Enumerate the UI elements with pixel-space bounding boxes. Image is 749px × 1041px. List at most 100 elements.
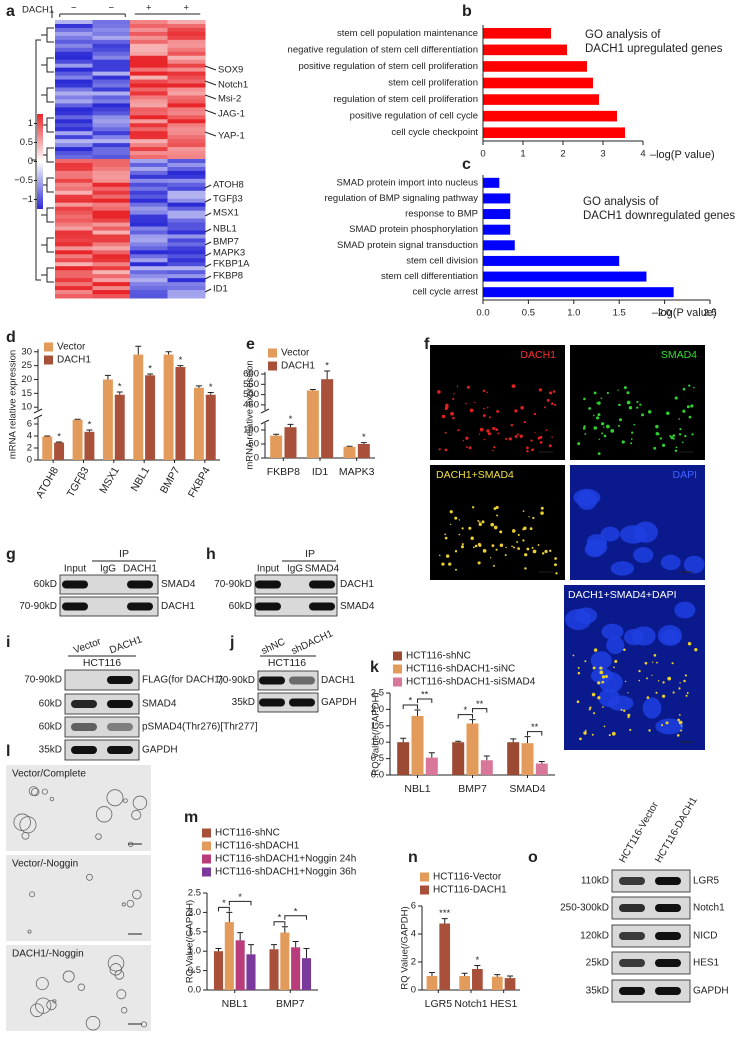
x-tick-label: FKBP4: [186, 465, 213, 500]
micrograph: [430, 465, 565, 580]
blot-strip: [64, 739, 140, 761]
bar: [483, 224, 511, 235]
y-tick-label: 2: [411, 957, 416, 968]
fluorescent-spot: [491, 544, 495, 548]
heatmap-cell: [92, 246, 131, 251]
heatmap-cell: [167, 294, 206, 299]
fluorescent-spot: [648, 729, 651, 732]
fluorescent-spot: [588, 708, 591, 711]
heatmap-cell: [55, 71, 93, 77]
legend-label: HCT116-shDACH1-siSMAD4: [406, 677, 536, 688]
legend-swatch: [268, 348, 277, 358]
fluorescent-spot: [461, 543, 464, 546]
heatmap-cell: [55, 274, 93, 279]
bar: [483, 287, 674, 298]
heatmap-cell: [92, 83, 131, 89]
fluorescent-spot: [593, 648, 598, 652]
heatmap-cell: [92, 79, 131, 85]
fluorescent-spot: [679, 428, 682, 431]
fluorescent-spot: [653, 653, 657, 657]
heatmap-cell: [130, 135, 168, 140]
fluorescent-spot: [601, 675, 606, 679]
fluorescent-spot: [641, 413, 644, 417]
heatmap-cell: [92, 202, 131, 208]
organoid: [132, 889, 142, 900]
gene-label: MAPK3: [213, 248, 245, 259]
fluorescent-spot: [489, 416, 491, 419]
fluorescent-spot: [684, 434, 687, 438]
x-axis-label: –log(P value): [652, 307, 717, 319]
organoid: [96, 806, 113, 823]
y-axis-label: RQ Value(/GAPDH): [371, 692, 382, 775]
blot-band: [107, 676, 133, 684]
heatmap-cell: [130, 246, 168, 251]
fluorescent-spot: [588, 407, 592, 410]
bar: [480, 760, 493, 775]
blot-size: 60kD: [229, 601, 252, 612]
heatmap-cell: [55, 43, 93, 49]
heatmap-cell: [130, 162, 168, 168]
heatmap-cell: [167, 131, 206, 136]
group-label: HCT116: [268, 657, 306, 669]
heatmap-cell: [92, 266, 131, 271]
fluorescent-spot: [662, 681, 665, 684]
fluorescent-spot: [674, 396, 678, 400]
fluorescent-spot: [656, 661, 658, 664]
fluorescent-spot: [647, 410, 652, 414]
y-tick-label: 600: [243, 369, 259, 380]
heatmap-cell: [167, 95, 206, 100]
error-bar: [346, 445, 353, 447]
heatmap-cell: [92, 131, 131, 136]
heatmap-cell: [55, 31, 93, 37]
x-tick-label: Notch1: [454, 998, 487, 1010]
fluorescent-spot: [519, 434, 523, 438]
lane-label: DACH1: [123, 564, 157, 575]
heatmap-cell: [130, 186, 168, 192]
heatmap-cell: [92, 95, 131, 100]
heatmap-column-label: +: [183, 3, 189, 14]
heatmap-cell: [130, 59, 168, 65]
heatmap-cell: [130, 234, 168, 239]
significance: *: [325, 360, 329, 371]
heatmap-cell: [167, 123, 206, 128]
fluorescent-spot: [686, 405, 690, 409]
bar: [491, 976, 503, 990]
fluorescent-spot: [627, 713, 631, 717]
heatmap-cell: [92, 159, 131, 164]
fluorescent-spot: [614, 659, 618, 663]
colorbar-tick-label: 1: [28, 118, 33, 129]
heatmap-cell: [167, 198, 206, 204]
fluorescent-spot: [638, 679, 641, 682]
y-tick-label: 1.5: [188, 926, 201, 937]
heatmap-cell: [130, 242, 168, 247]
fluorescent-spot: [630, 442, 633, 445]
heatmap-cell: [92, 27, 131, 33]
heatmap-cell: [55, 254, 93, 259]
fluorescent-spot: [499, 530, 503, 534]
legend-swatch: [393, 664, 402, 674]
heatmap-cell: [55, 198, 93, 204]
blot-protein: HES1: [693, 958, 720, 969]
heatmap-cell: [55, 27, 93, 33]
fluorescent-spot: [450, 411, 454, 416]
organoid: [116, 989, 127, 1000]
heatmap-cell: [167, 210, 206, 216]
heatmap-cell: [55, 162, 93, 168]
heatmap-cell: [55, 83, 93, 89]
fluorescent-spot: [661, 724, 664, 727]
heatmap-cell: [92, 194, 131, 200]
fluorescent-spot: [524, 553, 528, 557]
fluorescent-spot: [597, 413, 601, 417]
fluorescent-spot: [456, 385, 459, 388]
legend-swatch: [420, 885, 429, 895]
fluorescent-spot: [653, 446, 657, 450]
fluorescent-spot: [691, 433, 694, 436]
fluorescent-spot: [672, 434, 676, 437]
blot-band: [289, 698, 315, 707]
fluorescent-spot: [655, 424, 659, 429]
fluorescent-spot: [597, 696, 601, 700]
heatmap-cell: [55, 242, 93, 247]
heatmap-cell: [55, 91, 93, 96]
fluorescent-spot: [492, 449, 494, 452]
fluorescent-spot: [458, 533, 461, 536]
